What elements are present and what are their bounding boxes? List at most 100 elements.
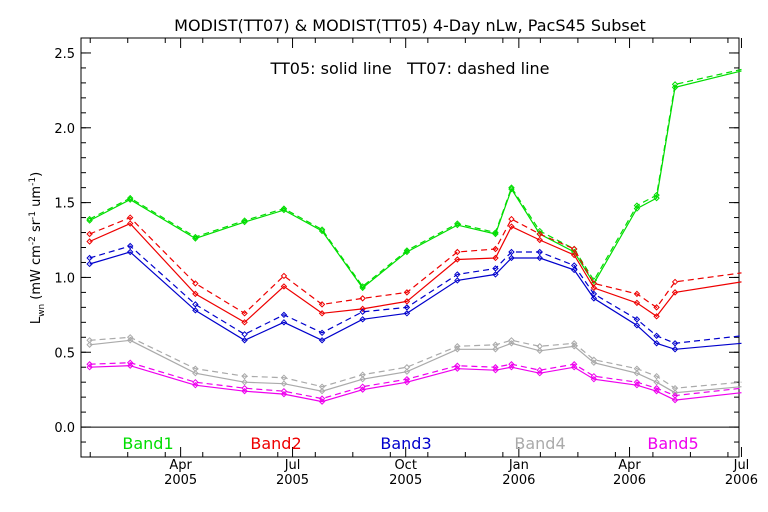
data-point-band2 [280,272,288,280]
data-point-band2 [508,223,515,230]
series-line-band3-dashed [89,245,742,344]
data-point-band3 [536,254,543,262]
data-point-band3 [86,260,93,268]
data-point-band1 [318,226,326,233]
data-point-band3 [403,304,411,311]
data-point-band4 [492,341,499,348]
series-line-band2-solid [89,222,742,324]
legend: Band1 Band2 Band3 Band4 Band5 [122,434,698,453]
data-point-band4 [633,369,641,377]
series-line-band5-solid [89,365,742,403]
data-point-band5 [280,387,288,395]
data-point-band5 [454,362,461,369]
data-point-band3 [671,346,679,353]
y-axis-label: Lwn (mW cm-2 sr-1 um-1) [28,172,47,324]
data-point-band2 [671,278,679,286]
data-point-band5 [536,366,543,374]
data-point-band2 [403,298,411,305]
data-point-band3 [590,290,598,298]
data-point-band1 [192,233,199,241]
chart-title: MODIST(TT07) & MODIST(TT05) 4-Day nLw, P… [174,16,646,35]
data-point-band1 [653,191,660,199]
data-point-band4 [318,387,326,395]
x-tick-month: Jul [284,458,301,473]
data-point-band1 [359,284,366,292]
data-point-band4 [508,337,515,344]
data-point-band3 [536,248,543,256]
x-tick-month: Jan [508,458,529,473]
data-point-band5 [192,378,199,386]
data-point-band3 [280,311,288,319]
data-point-band4 [403,368,411,375]
x-axis: Apr2005Jul2005Oct2005Jan2006Apr2006Jul20… [89,38,758,488]
data-point-band1 [508,184,515,191]
data-point-band4 [359,375,366,383]
data-point-band2 [86,238,93,245]
series-line-band5-dashed [89,362,742,400]
data-point-band3 [280,319,288,326]
y-axis: 0.0 0.5 1.0 1.5 2.0 2.5 [54,37,739,458]
data-point-band3 [653,332,660,339]
data-point-band2 [454,248,461,256]
data-point-band2 [192,290,199,298]
x-tick-month: Jul [733,458,750,473]
legend-label-band1: Band1 [122,434,173,453]
data-point-band5 [126,359,134,366]
series-line-band3-solid [89,251,742,350]
data-point-band4 [359,371,366,378]
data-point-band1 [126,194,134,202]
plot-frame [80,37,740,458]
data-point-band4 [536,347,543,354]
line-style-annotation: TT05: solid line TT07: dashed line [270,59,550,78]
data-point-band1 [492,229,499,236]
series-line-band4-solid [89,339,742,394]
data-point-band5 [318,395,326,402]
data-point-band2 [653,313,660,320]
data-point-band2 [241,310,248,317]
data-point-band3 [318,337,326,344]
data-point-band4 [454,343,461,350]
data-point-band2 [570,245,578,253]
data-point-band2 [86,230,93,238]
data-point-band3 [318,329,326,337]
data-point-band3 [633,322,641,329]
data-point-band4 [280,374,288,381]
data-point-band4 [536,343,543,350]
x-tick-year: 2005 [276,473,309,488]
data-point-band3 [570,262,578,269]
data-point-band4 [653,372,660,380]
legend-label-band2: Band2 [250,434,301,453]
y-tick-label: 0.0 [54,421,75,436]
x-tick-year: 2006 [502,473,535,488]
data-point-band4 [633,365,641,372]
series-group [86,68,742,405]
data-point-band4 [653,378,660,386]
data-point-band2 [318,310,326,317]
x-tick-month: Oct [394,458,416,473]
data-point-band1 [403,248,411,256]
data-point-band4 [241,378,248,386]
data-point-band2 [536,236,543,244]
series-line-band1-dashed [89,68,742,288]
data-point-band5 [671,396,679,404]
data-point-band3 [454,271,461,278]
data-point-band3 [492,271,499,278]
data-point-band3 [633,316,641,323]
data-point-band1 [671,81,679,88]
data-point-band2 [633,290,641,298]
data-point-band4 [280,380,288,387]
data-point-band3 [590,295,598,302]
data-point-band5 [359,383,366,390]
data-point-band3 [126,248,134,256]
data-point-band5 [492,364,499,371]
data-point-band2 [126,214,134,221]
data-point-band1 [86,217,93,224]
data-point-band2 [192,280,199,287]
data-point-band4 [570,340,578,347]
data-point-band5 [241,384,248,392]
y-tick-label: 1.0 [54,271,75,286]
data-point-band2 [590,280,598,287]
data-point-band3 [192,301,199,308]
data-point-band5 [633,378,641,386]
x-tick-year: 2006 [613,473,646,488]
